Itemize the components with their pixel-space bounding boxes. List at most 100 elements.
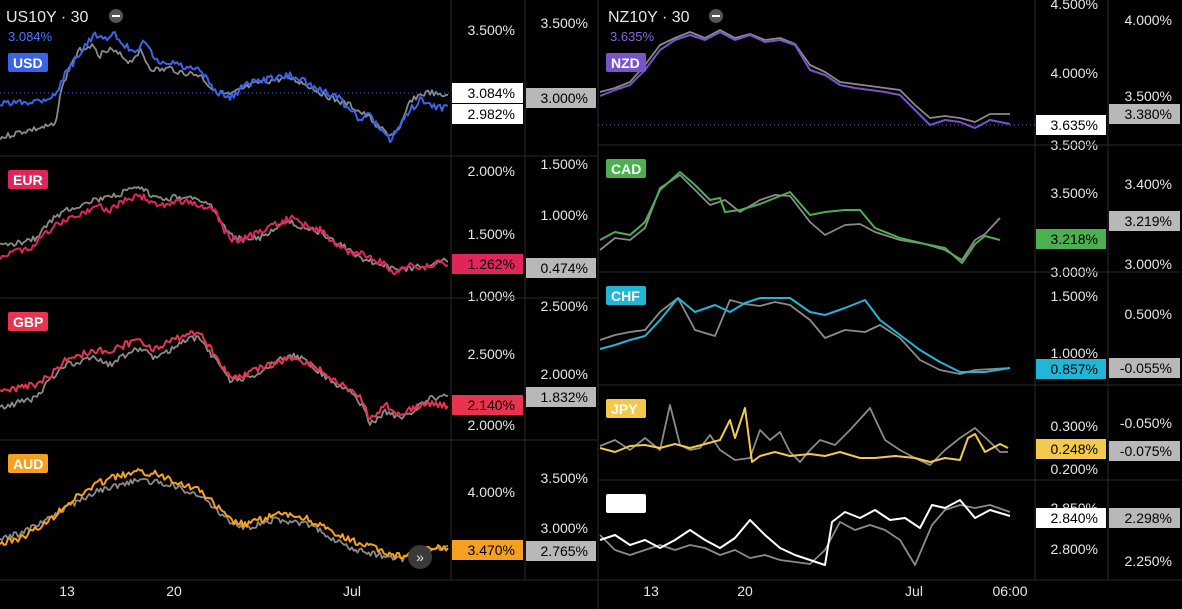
series-compare-line-eur bbox=[0, 185, 449, 273]
compare-badge-label: 3.219% bbox=[1125, 213, 1172, 229]
axis-tick-label: 2.500% bbox=[541, 298, 588, 314]
series-compare-line-cad bbox=[599, 174, 1001, 261]
series-tag-cad bbox=[606, 159, 646, 178]
series-compare-line-nzd bbox=[599, 29, 1010, 123]
series-line-aud bbox=[0, 468, 449, 560]
current-value-left: 3.084% bbox=[8, 29, 53, 44]
axis-tick-label: 1.500% bbox=[468, 226, 515, 242]
compare-badge-aud bbox=[526, 541, 596, 561]
compare-badge-label: 1.832% bbox=[541, 389, 588, 405]
axis-tick-label: 3.400% bbox=[1125, 176, 1172, 192]
series-compare-line-chf bbox=[599, 297, 1011, 375]
series-line-eur bbox=[0, 193, 449, 276]
axis-tick-label: 3.500% bbox=[541, 470, 588, 486]
price-badge-label: 3.218% bbox=[1051, 231, 1098, 247]
series-tag-jpy bbox=[606, 399, 646, 418]
axis-tick-label: 3.500% bbox=[1051, 185, 1098, 201]
price-badge-label: 0.248% bbox=[1051, 441, 1098, 457]
axis-tick-label: 3.500% bbox=[1125, 88, 1172, 104]
minus-icon bbox=[712, 15, 720, 17]
series-tag-label-cad: CAD bbox=[611, 161, 641, 177]
compare-badge-label: 3.380% bbox=[1125, 106, 1172, 122]
compare-badge-eur bbox=[526, 258, 596, 278]
series-tag-gbp bbox=[8, 312, 48, 331]
compare-badge-chf bbox=[1109, 358, 1180, 378]
price-badge-label: 1.262% bbox=[468, 256, 515, 272]
series-tag-chf bbox=[606, 286, 646, 305]
axis-tick-label: 2.800% bbox=[1051, 541, 1098, 557]
price-badge-chf bbox=[1036, 359, 1106, 379]
axis-tick-label: 2.250% bbox=[1125, 553, 1172, 569]
series-compare-line-jpy bbox=[599, 404, 1008, 466]
compare-badge-label: 3.000% bbox=[541, 90, 588, 106]
axis-tick-label: 2.000% bbox=[468, 417, 515, 433]
price-badge-label: 3.084% bbox=[468, 85, 515, 101]
axis-tick-label: 4.000% bbox=[1125, 12, 1172, 28]
price-badge-gbp bbox=[452, 395, 523, 415]
series-tag-label-usd: USD bbox=[13, 55, 43, 71]
series-line-usd bbox=[0, 31, 449, 144]
price-badge-label: 3.635% bbox=[1051, 117, 1098, 133]
series-tag-cny bbox=[606, 494, 646, 513]
axis-tick-label: 0.500% bbox=[1125, 306, 1172, 322]
series-line-jpy bbox=[599, 407, 1009, 463]
scroll-to-latest-button[interactable] bbox=[408, 545, 432, 569]
series-tag-label-eur: EUR bbox=[13, 172, 43, 188]
symbol-title-left: US10Y · 30 bbox=[6, 9, 89, 26]
axis-tick-label: 4.500% bbox=[1051, 0, 1098, 12]
series-tag-label-gbp: GBP bbox=[13, 314, 43, 330]
axis-tick-label: 1.500% bbox=[541, 156, 588, 172]
compare-badge-label: -0.055% bbox=[1120, 360, 1172, 376]
compare-badge-gbp bbox=[526, 387, 596, 407]
series-line-cny bbox=[599, 499, 1011, 566]
compare-badge-label: 2.765% bbox=[541, 543, 588, 559]
axis-tick-label: 4.000% bbox=[1051, 65, 1098, 81]
price-badge-jpy bbox=[1036, 439, 1106, 459]
double-chevron-right-icon: » bbox=[416, 549, 424, 565]
symbol-title-right: NZ10Y · 30 bbox=[608, 9, 690, 26]
price-badge-label: 2.140% bbox=[468, 397, 515, 413]
compare-badge-label: 0.474% bbox=[541, 260, 588, 276]
compare-badge-label: -0.075% bbox=[1120, 443, 1172, 459]
axis-tick-label: 4.000% bbox=[468, 484, 515, 500]
minus-icon bbox=[112, 15, 120, 17]
axis-tick-label: 1.500% bbox=[1051, 288, 1098, 304]
compare-badge-nzd bbox=[1109, 104, 1180, 124]
axis-tick-label: 3.500% bbox=[468, 22, 515, 38]
time-axis-label: 20 bbox=[737, 583, 753, 599]
time-axis-label: Jul bbox=[343, 583, 361, 599]
axis-tick-label: 0.300% bbox=[1051, 418, 1098, 434]
axis-tick-label: 2.000% bbox=[468, 163, 515, 179]
series-tag-label-cny: CNY bbox=[611, 496, 641, 512]
series-tag-label-jpy: JPY bbox=[611, 401, 638, 417]
axis-tick-label: 1.000% bbox=[541, 207, 588, 223]
series-tag-label-aud: AUD bbox=[13, 456, 43, 472]
axis-tick-label: 1.000% bbox=[1051, 345, 1098, 361]
price-badge-usd bbox=[452, 104, 523, 124]
compare-badge-jpy bbox=[1109, 441, 1180, 461]
series-line-chf bbox=[599, 297, 1011, 373]
time-axis-label: 20 bbox=[166, 583, 182, 599]
compare-badge-cad bbox=[1109, 211, 1180, 231]
price-badge-aud bbox=[452, 540, 523, 560]
axis-tick-label: 1.000% bbox=[468, 288, 515, 304]
series-line-gbp bbox=[0, 330, 449, 421]
series-compare-line-cny bbox=[599, 504, 1011, 566]
time-axis-label: 06:00 bbox=[992, 583, 1027, 599]
time-axis-label: 13 bbox=[59, 583, 75, 599]
compare-badge-label: 2.298% bbox=[1125, 510, 1172, 526]
series-tag-label-nzd: NZD bbox=[611, 55, 640, 71]
price-badge-cny bbox=[1036, 508, 1106, 528]
series-compare-line-aud bbox=[0, 477, 449, 563]
price-badge-eur bbox=[452, 254, 523, 274]
price-badge-nzd bbox=[1036, 115, 1106, 135]
series-compare-line-usd bbox=[0, 43, 449, 141]
price-badge-cad bbox=[1036, 229, 1106, 249]
axis-tick-label: 2.500% bbox=[468, 346, 515, 362]
axis-tick-label: 2.000% bbox=[541, 366, 588, 382]
price-badge-label: 2.840% bbox=[1051, 510, 1098, 526]
series-tag-eur bbox=[8, 170, 48, 189]
compare-badge-usd bbox=[526, 88, 596, 108]
axis-tick-label: 0.200% bbox=[1051, 461, 1098, 477]
series-tag-nzd bbox=[606, 53, 646, 72]
